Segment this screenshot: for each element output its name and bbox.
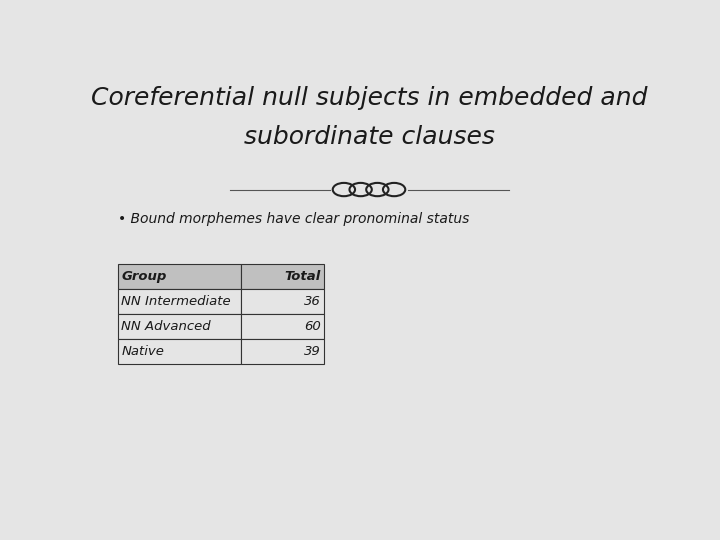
Bar xyxy=(118,265,240,289)
Text: Group: Group xyxy=(121,271,166,284)
Bar xyxy=(240,314,324,339)
Text: Coreferential null subjects in embedded and: Coreferential null subjects in embedded … xyxy=(91,85,647,110)
Text: 36: 36 xyxy=(305,295,321,308)
Bar xyxy=(240,289,324,314)
Text: • Bound morphemes have clear pronominal status: • Bound morphemes have clear pronominal … xyxy=(118,212,469,226)
Bar xyxy=(118,289,240,314)
Text: NN Advanced: NN Advanced xyxy=(121,320,211,333)
Text: Total: Total xyxy=(285,271,321,284)
Text: subordinate clauses: subordinate clauses xyxy=(243,125,495,149)
Bar xyxy=(240,339,324,364)
Bar xyxy=(118,339,240,364)
Bar xyxy=(240,265,324,289)
Text: 60: 60 xyxy=(305,320,321,333)
Bar xyxy=(118,314,240,339)
Text: 39: 39 xyxy=(305,345,321,358)
Text: NN Intermediate: NN Intermediate xyxy=(121,295,231,308)
Text: Native: Native xyxy=(121,345,164,358)
